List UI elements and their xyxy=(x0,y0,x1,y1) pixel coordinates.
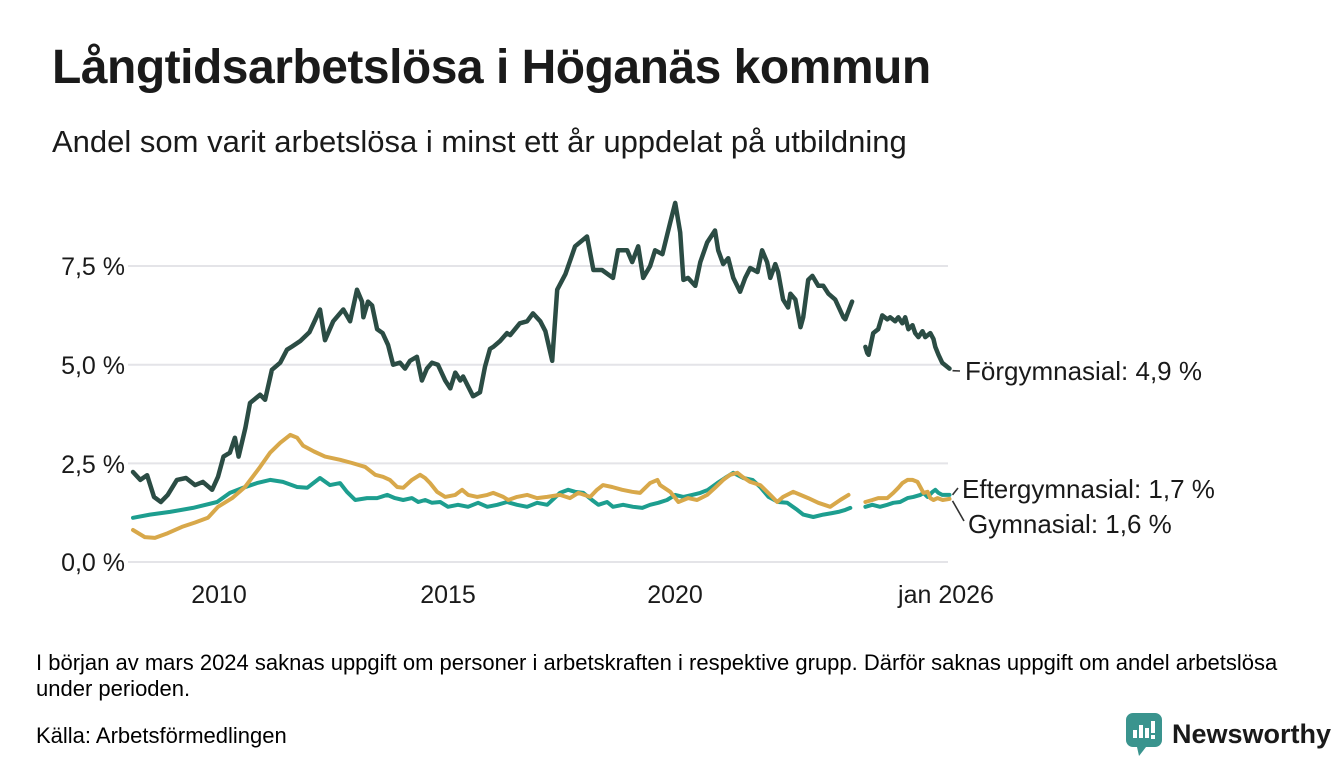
y-tick-5-0: 5,0 % xyxy=(61,352,125,380)
series-line-eftergymnasial xyxy=(863,487,952,509)
annotation-connectors xyxy=(951,369,965,522)
x-tick-2015: 2015 xyxy=(420,581,476,609)
series-line-förgymnasial xyxy=(863,313,952,371)
series-line-gymnasial xyxy=(863,477,952,504)
y-tick-2-5: 2,5 % xyxy=(61,451,125,479)
page-subtitle: Andel som varit arbetslösa i minst ett å… xyxy=(52,124,907,159)
source-text: Källa: Arbetsförmedlingen xyxy=(36,723,287,748)
newsworthy-logo: Newsworthy xyxy=(1125,712,1331,757)
series-label-gymnasial: Gymnasial: 1,6 % xyxy=(968,509,1172,539)
footnote-text: I början av mars 2024 saknas uppgift om … xyxy=(36,650,1278,701)
x-tick-2020: 2020 xyxy=(647,581,703,609)
series-label-forgymnasial: Förgymnasial: 4,9 % xyxy=(965,356,1202,386)
series-line-gymnasial xyxy=(131,432,851,540)
series-line-förgymnasial xyxy=(130,200,855,505)
y-tick-0-0: 0,0 % xyxy=(61,549,125,577)
y-tick-7-5: 7,5 % xyxy=(61,253,125,281)
newsworthy-logo-icon xyxy=(1126,713,1162,756)
x-tick-jan-2026: jan 2026 xyxy=(898,581,994,609)
newsworthy-logo-text: Newsworthy xyxy=(1172,719,1332,749)
x-tick-2010: 2010 xyxy=(191,581,247,609)
chart-series xyxy=(130,200,952,540)
gridlines xyxy=(128,265,948,563)
series-line-eftergymnasial xyxy=(131,470,853,520)
series-label-eftergymnasial: Eftergymnasial: 1,7 % xyxy=(962,474,1215,504)
page-title: Långtidsarbetslösa i Höganäs kommun xyxy=(52,41,931,94)
